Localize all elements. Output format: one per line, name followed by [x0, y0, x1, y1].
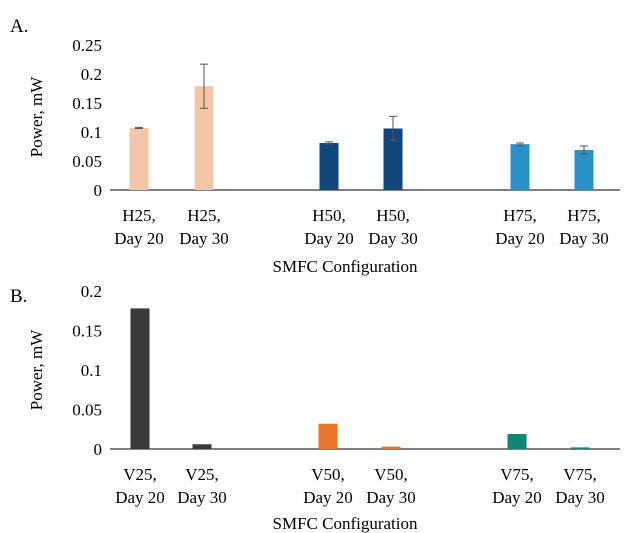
panel-a-category-label: Day 20	[495, 229, 545, 248]
panel-b-bar	[318, 423, 338, 449]
panel-b-bar	[130, 308, 150, 449]
panel-a-bar	[194, 86, 214, 190]
panel-b-y-ticks: 0 0.05 0.1 0.15 0.2	[72, 282, 102, 459]
panel-a-bar	[574, 149, 594, 190]
panel-a-category-label: Day 30	[368, 229, 418, 248]
panel-a-y-tick-label: 0.1	[81, 123, 102, 142]
panel-b-category-label: V25,	[123, 465, 157, 484]
panel-a-category-label: H50,	[312, 206, 346, 225]
panel-b-bar	[192, 444, 212, 449]
panel-b-category-label: Day 30	[555, 488, 605, 507]
panel-b-category-label: V25,	[185, 465, 219, 484]
panel-a: A. Power, mW 0 0.05 0.1 0.15 0.2 0.25 H25, Day…	[10, 16, 620, 276]
panel-a-y-tick-label: 0.15	[72, 94, 102, 113]
panel-b-y-axis-title: Power, mW	[27, 329, 46, 410]
panel-b-category-label: Day 30	[366, 488, 416, 507]
panel-a-y-tick-label: 0.25	[72, 36, 102, 55]
panel-a-y-axis-title: Power, mW	[27, 76, 46, 157]
panel-b-category-label: V50,	[374, 465, 408, 484]
panel-b-y-tick-label: 0.1	[81, 361, 102, 380]
panel-a-y-tick-label: 0	[94, 181, 103, 200]
panel-a-category-label: Day 20	[304, 229, 354, 248]
panel-a-category-label: H25,	[122, 206, 156, 225]
panel-b-y-tick-label: 0.05	[72, 401, 102, 420]
panel-a-bar	[383, 128, 403, 190]
panel-b-category-label: Day 30	[177, 488, 227, 507]
panel-b-category-label: V75,	[500, 465, 534, 484]
panel-b-bar	[507, 433, 527, 449]
panel-b-y-tick-label: 0.2	[81, 282, 102, 301]
panel-a-x-axis-title: SMFC Configuration	[273, 257, 418, 276]
panel-a-y-tick-label: 0.05	[72, 152, 102, 171]
panel-b-category-label: Day 20	[303, 488, 353, 507]
panel-a-category-labels: H25, Day 20 H25, Day 30 H50, Day 20 H50, Day 30…	[114, 206, 609, 248]
panel-a-bar	[319, 143, 339, 190]
panel-a-category-label: Day 30	[559, 229, 609, 248]
panel-b-category-label: V50,	[311, 465, 345, 484]
panel-b-bars	[130, 308, 590, 449]
panel-a-category-label: Day 20	[114, 229, 164, 248]
panel-a-bar	[510, 144, 530, 190]
panel-a-category-label: Day 30	[179, 229, 229, 248]
panel-a-category-label: H75,	[567, 206, 601, 225]
panel-a-category-label: H25,	[187, 206, 221, 225]
panel-b-x-axis-title: SMFC Configuration	[273, 514, 418, 533]
panel-a-bars	[129, 63, 594, 190]
panel-a-label: A.	[10, 16, 28, 37]
panel-b-bar	[570, 447, 590, 449]
panel-a-bar	[129, 127, 149, 190]
panel-a-category-label: H75,	[503, 206, 537, 225]
panel-a-y-ticks: 0 0.05 0.1 0.15 0.2 0.25	[72, 36, 102, 200]
panel-b-y-tick-label: 0	[94, 440, 103, 459]
panel-b-label: B.	[10, 286, 27, 307]
panel-b-category-label: Day 20	[492, 488, 542, 507]
panel-b-bar	[381, 446, 401, 449]
panel-b-y-tick-label: 0.15	[72, 322, 102, 341]
panel-b: B. Power, mW 00.050.10.150.2 V25,Day 20V…	[10, 282, 620, 533]
panel-a-y-tick-label: 0.2	[81, 65, 102, 84]
panel-b-category-label: Day 20	[115, 488, 165, 507]
panel-a-category-label: H50,	[376, 206, 410, 225]
panel-b-category-label: V75,	[563, 465, 597, 484]
panel-b-category-labels: V25, Day 20 V25, Day 30 V50, Day 20 V50, Day 30…	[115, 465, 605, 507]
